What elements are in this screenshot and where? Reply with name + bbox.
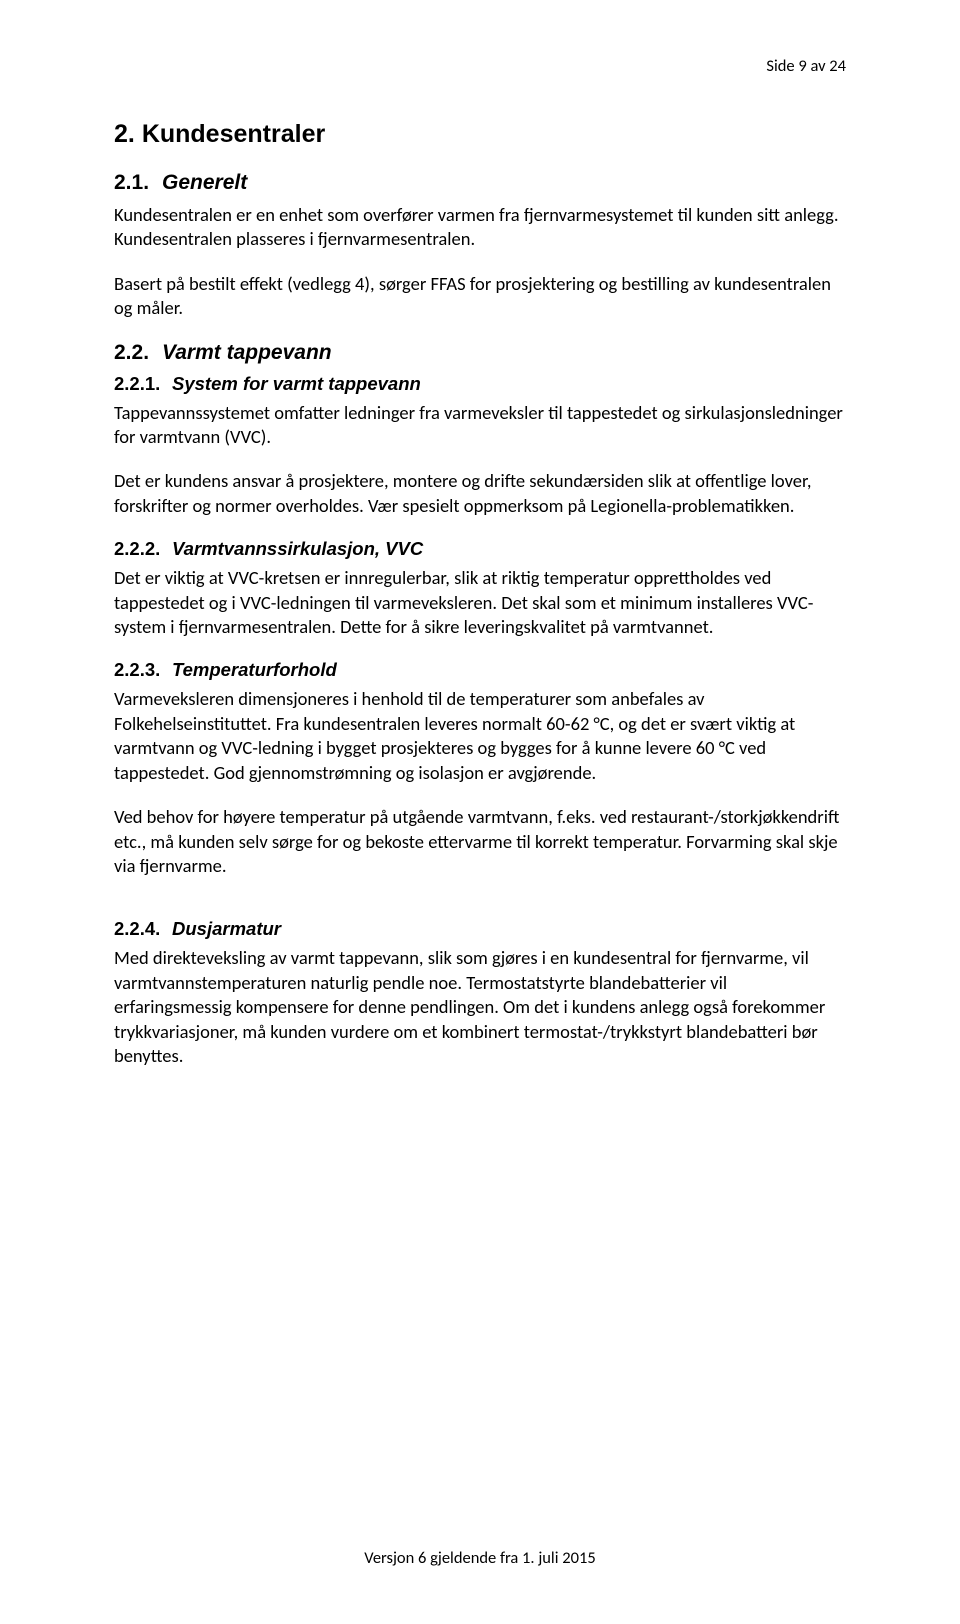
heading-2-2-3-title: Temperaturforhold xyxy=(172,659,337,680)
heading-2-2-3-num: 2.2.3. xyxy=(114,659,172,681)
heading-2-2-4-title: Dusjarmatur xyxy=(172,918,281,939)
heading-2-1: 2.1.Generelt xyxy=(114,171,846,195)
para-2-2-1-a: Tappevannssystemet omfatter ledninger fr… xyxy=(114,401,846,450)
heading-2: 2. Kundesentraler xyxy=(114,120,846,149)
heading-2-2: 2.2.Varmt tappevann xyxy=(114,341,846,365)
heading-2-2-2-title: Varmtvannssirkulasjon, VVC xyxy=(172,538,423,559)
heading-2-2-1-num: 2.2.1. xyxy=(114,373,172,395)
para-2-1-b: Basert på bestilt effekt (vedlegg 4), sø… xyxy=(114,272,846,321)
para-2-2-1-b: Det er kundens ansvar å prosjektere, mon… xyxy=(114,469,846,518)
para-2-1-a: Kundesentralen er en enhet som overfører… xyxy=(114,203,846,252)
heading-2-2-2: 2.2.2.Varmtvannssirkulasjon, VVC xyxy=(114,538,846,560)
heading-2-2-4: 2.2.4.Dusjarmatur xyxy=(114,918,846,940)
para-2-2-4-a: Med direkteveksling av varmt tappevann, … xyxy=(114,946,846,1068)
heading-2-title: Kundesentraler xyxy=(142,120,325,148)
page-footer: Versjon 6 gjeldende fra 1. juli 2015 xyxy=(0,1548,960,1568)
heading-2-num: 2. xyxy=(114,120,135,148)
heading-2-2-1-title: System for varmt tappevann xyxy=(172,373,421,394)
heading-2-2-3: 2.2.3.Temperaturforhold xyxy=(114,659,846,681)
heading-2-2-num: 2.2. xyxy=(114,341,162,365)
heading-2-1-title: Generelt xyxy=(162,171,247,194)
heading-2-1-num: 2.1. xyxy=(114,171,162,195)
heading-2-2-title: Varmt tappevann xyxy=(162,341,332,364)
heading-2-2-4-num: 2.2.4. xyxy=(114,918,172,940)
para-2-2-3-b: Ved behov for høyere temperatur på utgåe… xyxy=(114,805,846,878)
heading-2-2-2-num: 2.2.2. xyxy=(114,538,172,560)
page-header: Side 9 av 24 xyxy=(766,56,846,76)
heading-2-2-1: 2.2.1.System for varmt tappevann xyxy=(114,373,846,395)
page: Side 9 av 24 2. Kundesentraler 2.1.Gener… xyxy=(0,0,960,1624)
para-2-2-3-a: Varmeveksleren dimensjoneres i henhold t… xyxy=(114,687,846,785)
para-2-2-2-a: Det er viktig at VVC-kretsen er innregul… xyxy=(114,566,846,639)
content: 2. Kundesentraler 2.1.Generelt Kundesent… xyxy=(114,120,846,1068)
